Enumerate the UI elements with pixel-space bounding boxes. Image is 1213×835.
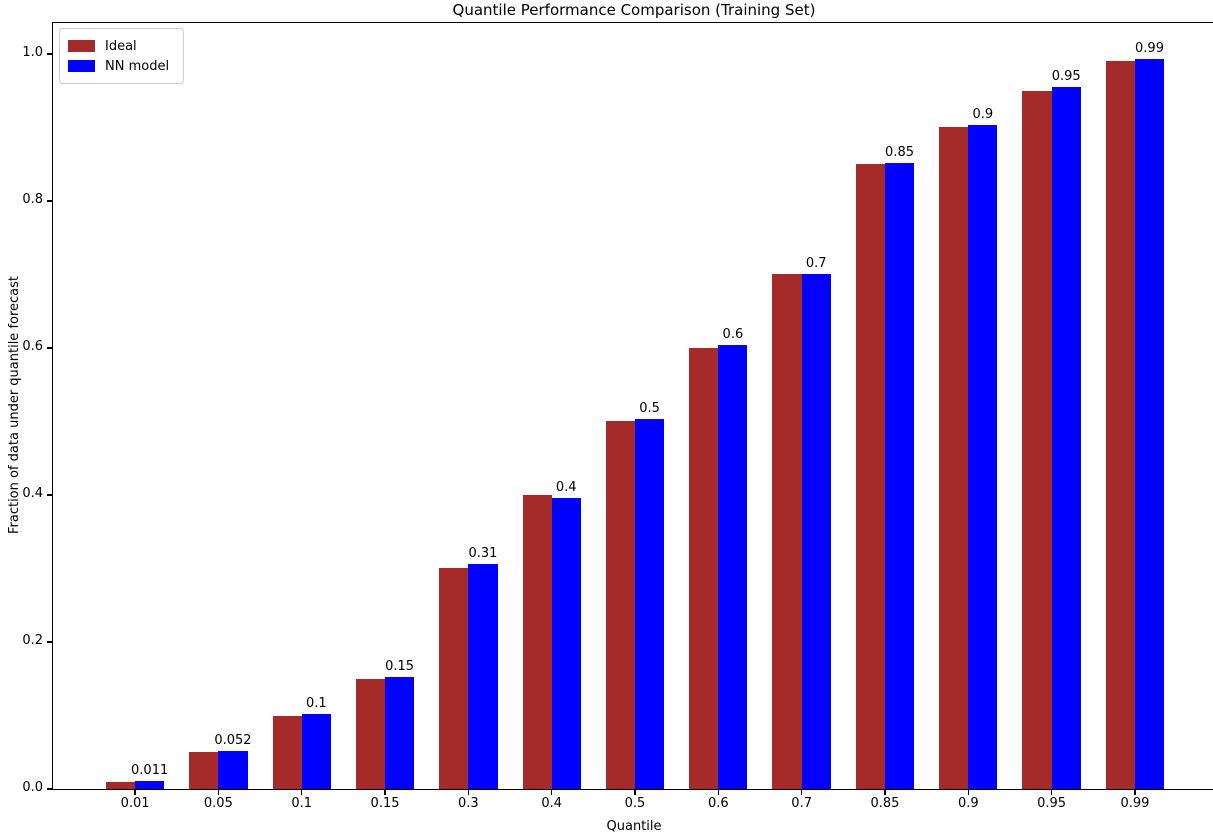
- x-tick-mark: [301, 790, 303, 796]
- y-tick-label: 0.8: [22, 191, 43, 207]
- bar-ideal: [272, 715, 302, 789]
- x-tick-mark: [1050, 790, 1053, 796]
- bar-value-label: 0.99: [1135, 41, 1164, 57]
- bar-value-label: 0.6: [722, 327, 744, 342]
- bar-ideal: [189, 752, 219, 789]
- x-tick-mark: [967, 790, 969, 796]
- y-tick-mark: [46, 788, 52, 790]
- bar-nn-model: [1134, 59, 1165, 789]
- bar-value-label: 0.011: [131, 762, 169, 778]
- bar-ideal: [855, 164, 885, 789]
- chart-title: Quantile Performance Comparison (Trainin…: [452, 1, 816, 19]
- x-tick-mark: [217, 790, 220, 796]
- y-tick-mark: [46, 494, 52, 496]
- x-tick-label: 0.1: [291, 796, 313, 811]
- bar-ideal: [105, 781, 136, 789]
- y-tick-label: 0.6: [22, 338, 43, 354]
- bar-nn-model: [301, 714, 331, 789]
- legend: Ideal NN model: [59, 28, 185, 84]
- x-tick-mark: [717, 790, 719, 796]
- bar-nn-model: [135, 780, 165, 789]
- plot-area: Ideal NN model 0.011 0.01 0.052 0.05 0.1 0.1 0…: [22, 22, 1213, 811]
- bar-nn-model: [468, 564, 498, 789]
- bar-value-label: 0.85: [885, 145, 914, 161]
- x-tick-label: 0.3: [458, 796, 479, 811]
- x-tick-label: 0.15: [370, 796, 400, 811]
- x-tick-label: 0.99: [1120, 796, 1150, 811]
- x-tick-mark: [134, 790, 136, 796]
- x-tick-mark: [634, 790, 636, 796]
- bar-ideal: [1022, 90, 1052, 789]
- bar-nn-model: [1051, 86, 1081, 789]
- x-tick-label: 0.5: [624, 796, 646, 811]
- bar-nn-model: [218, 750, 248, 789]
- bar-value-label: 0.31: [468, 546, 498, 562]
- x-tick-mark: [384, 790, 386, 796]
- bar-nn-model: [884, 163, 915, 789]
- ideal-color-swatch: [68, 40, 95, 52]
- y-tick-mark: [46, 347, 52, 349]
- x-tick-label: 0.7: [791, 796, 812, 811]
- bar-ideal: [772, 274, 802, 789]
- bar-value-label: 0.052: [214, 732, 252, 748]
- x-tick-label: 0.01: [120, 796, 150, 811]
- x-tick-label: 0.85: [870, 796, 900, 811]
- bar-ideal: [939, 127, 969, 789]
- bar-nn-model: [385, 677, 415, 789]
- legend-label-ideal: Ideal: [105, 38, 137, 54]
- x-tick-mark: [884, 790, 886, 796]
- bar-nn-model: [551, 497, 581, 789]
- x-tick-label: 0.4: [541, 796, 563, 811]
- x-tick-mark: [467, 790, 469, 796]
- legend-label-nn-model: NN model: [105, 58, 170, 74]
- bar-value-label: 0.5: [639, 401, 660, 417]
- legend-item-nn-model: NN model: [68, 56, 169, 76]
- bar-ideal: [522, 494, 552, 789]
- x-tick-label: 0.6: [707, 796, 729, 811]
- y-tick-label: 0.0: [22, 780, 43, 795]
- bar-value-label: 0.95: [1051, 68, 1081, 84]
- y-tick-mark: [46, 641, 52, 643]
- bar-ideal: [1105, 61, 1135, 789]
- bar-value-label: 0.1: [305, 696, 327, 712]
- bar-nn-model: [968, 125, 998, 789]
- x-axis-label: Quantile: [606, 819, 662, 834]
- bar-value-label: 0.7: [805, 256, 827, 272]
- bar-ideal: [355, 678, 386, 789]
- bar-ideal: [605, 421, 635, 789]
- x-tick-label: 0.9: [957, 796, 979, 811]
- x-tick-label: 0.05: [203, 796, 233, 811]
- bar-value-label: 0.4: [555, 479, 577, 495]
- y-tick-mark: [46, 200, 52, 202]
- nn-model-color-swatch: [68, 60, 95, 72]
- bar-nn-model: [801, 274, 831, 789]
- bar-nn-model: [635, 419, 665, 789]
- bar-nn-model: [718, 345, 748, 789]
- x-tick-mark: [551, 790, 553, 796]
- x-tick-mark: [800, 790, 803, 796]
- legend-item-ideal: Ideal: [68, 36, 169, 56]
- bar-ideal: [689, 347, 719, 789]
- y-tick-label: 0.2: [22, 632, 43, 648]
- y-tick-label: 0.4: [22, 485, 43, 501]
- x-tick-mark: [1134, 790, 1136, 796]
- bar-value-label: 0.9: [972, 107, 994, 123]
- y-tick-label: 1.0: [22, 44, 43, 60]
- bar-value-label: 0.15: [385, 659, 415, 675]
- bar-ideal: [439, 568, 469, 789]
- y-tick-mark: [46, 53, 52, 55]
- x-tick-label: 0.95: [1037, 796, 1067, 811]
